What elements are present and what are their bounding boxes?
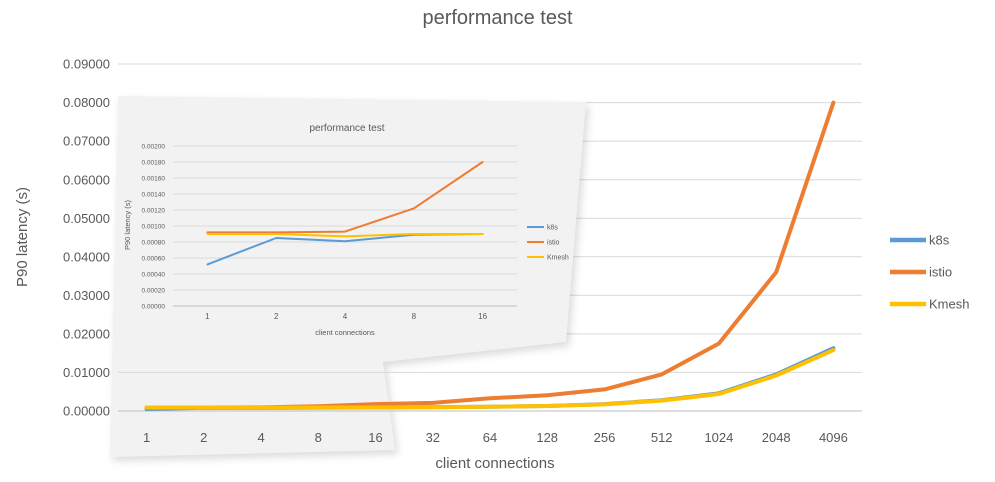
main-legend-label-istio: istio — [929, 265, 952, 280]
main-y-tick-label: 0.03000 — [63, 288, 110, 303]
inset-x-tick-label: 4 — [343, 312, 348, 321]
main-y-tick-label: 0.00000 — [63, 404, 110, 419]
main-y-tick-label: 0.02000 — [63, 326, 110, 341]
inset-y-tick-label: 0.00140 — [142, 191, 166, 198]
main-x-tick-label: 8 — [315, 430, 322, 445]
main-x-tick-label: 512 — [651, 430, 673, 445]
inset-chart: 0.00200 0.00180 0.00160 0.00140 0.00120 0.001… — [123, 123, 569, 337]
inset-x-axis-title: client connections — [315, 328, 375, 337]
main-x-tick-label: 2048 — [762, 430, 791, 445]
main-y-axis-title: P90 latency (s) — [14, 187, 31, 287]
main-x-tick-label: 32 — [426, 430, 440, 445]
main-x-tick-label: 4096 — [819, 430, 848, 445]
inset-x-tick-label: 16 — [478, 312, 487, 321]
main-series-line-istio — [144, 100, 836, 410]
inset-y-tick-label: 0.00100 — [142, 223, 166, 230]
inset-y-tick-label: 0.00020 — [142, 287, 166, 294]
inset-legend-label-istio: istio — [547, 239, 560, 246]
main-y-tick-label: 0.01000 — [63, 365, 110, 380]
main-legend-label-Kmesh: Kmesh — [929, 297, 969, 312]
inset-y-tick-label: 0.00200 — [142, 143, 166, 150]
main-x-axis-title: client connections — [435, 455, 554, 472]
main-y-tick-label: 0.04000 — [63, 249, 110, 264]
main-x-tick-label: 64 — [483, 430, 497, 445]
main-x-tick-label: 4 — [257, 430, 264, 445]
inset-series-line-Kmesh — [206, 233, 484, 238]
main-x-tick-label: 128 — [536, 430, 558, 445]
main-chart-title: performance test — [422, 7, 573, 29]
inset-series-line-istio — [206, 161, 484, 234]
main-y-tick-label: 0.09000 — [63, 57, 110, 72]
main-x-tick-label: 256 — [594, 430, 616, 445]
inset-y-tick-label: 0.00040 — [142, 271, 166, 278]
main-y-tick-label: 0.05000 — [63, 211, 110, 226]
main-x-tick-label: 2 — [200, 430, 207, 445]
inset-y-axis-title: P90 latency (s) — [123, 199, 132, 250]
main-y-tick-label: 0.08000 — [63, 95, 110, 110]
main-y-tick-label: 0.06000 — [63, 172, 110, 187]
main-series-line-Kmesh — [144, 348, 836, 410]
inset-y-tick-label: 0.00160 — [142, 175, 166, 182]
main-legend-label-k8s: k8s — [929, 233, 950, 248]
main-x-tick-label: 1024 — [704, 430, 733, 445]
inset-legend-label-k8s: k8s — [547, 224, 558, 231]
main-x-tick-label: 16 — [368, 430, 382, 445]
inset-x-tick-label: 2 — [274, 312, 279, 321]
inset-legend-label-Kmesh: Kmesh — [547, 254, 569, 261]
main-y-tick-label: 0.07000 — [63, 134, 110, 149]
inset-y-tick-label: 0.00120 — [142, 207, 166, 214]
inset-x-tick-label: 8 — [412, 312, 417, 321]
inset-y-tick-label: 0.00180 — [142, 159, 166, 166]
main-x-tick-label: 1 — [143, 430, 150, 445]
inset-y-tick-label: 0.00060 — [142, 255, 166, 262]
inset-title: performance test — [309, 123, 384, 134]
inset-y-tick-label: 0.00000 — [142, 303, 166, 310]
inset-y-tick-label: 0.00080 — [142, 239, 166, 246]
inset-x-tick-label: 1 — [205, 312, 210, 321]
